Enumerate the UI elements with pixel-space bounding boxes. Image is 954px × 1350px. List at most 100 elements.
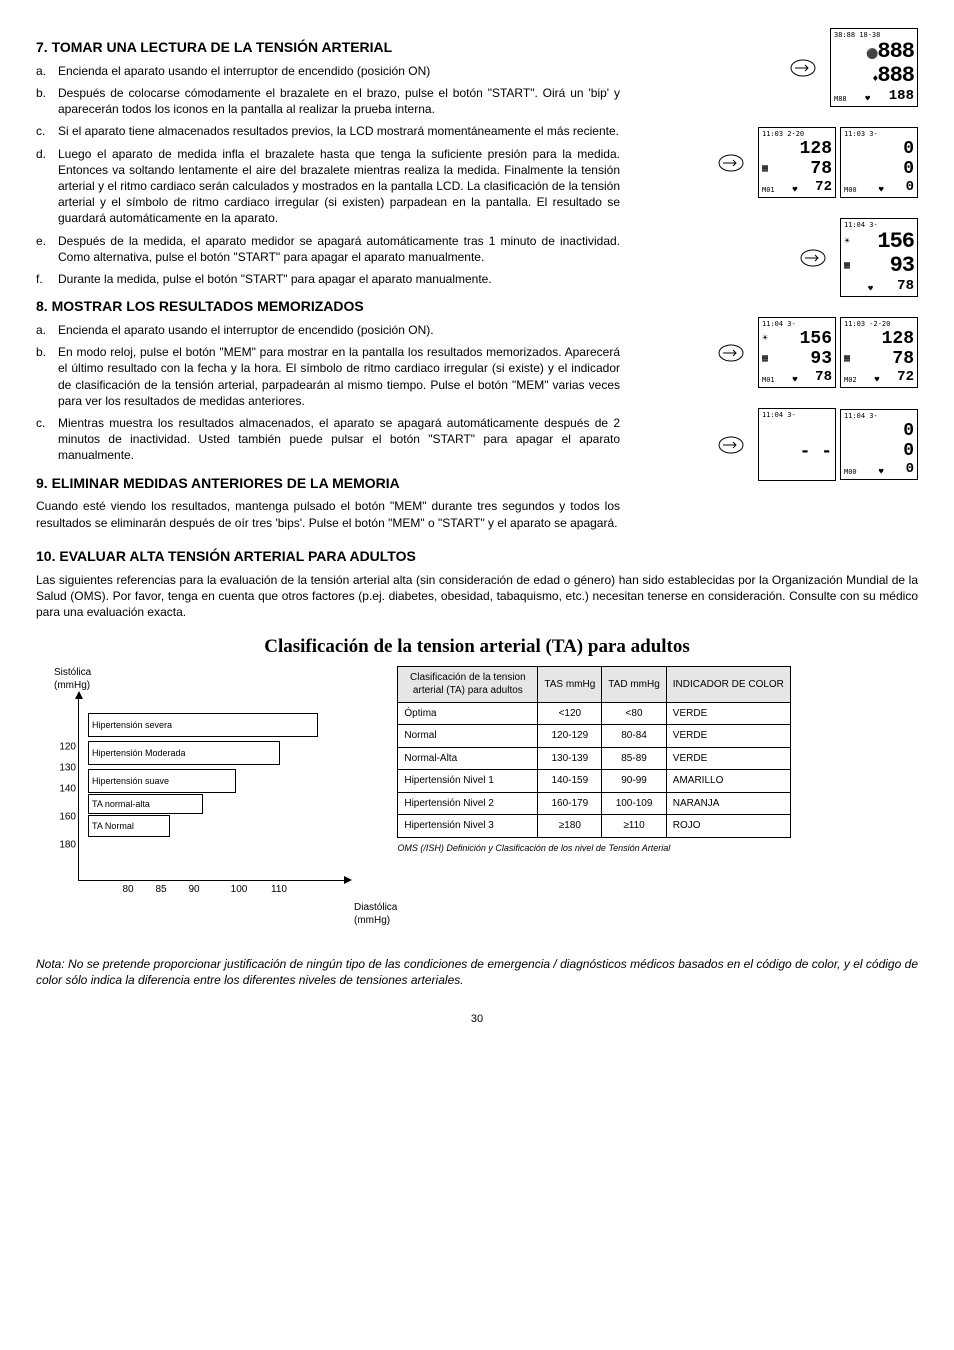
- list-letter: c.: [36, 123, 58, 139]
- lcd-pulse: 188: [889, 89, 914, 103]
- list-body: Después de colocarse cómodamente el braz…: [58, 85, 620, 117]
- x-tick-label: 85: [155, 883, 166, 897]
- pointing-finger-icon: [718, 153, 744, 173]
- lcd-time: 11:04 3-: [844, 413, 878, 420]
- table-cell: 120-129: [538, 725, 602, 748]
- x-tick-label: 110: [271, 883, 287, 897]
- lcd-screen-4b: 11:03 -2-20 128 ▦78 M02♥72: [840, 317, 918, 388]
- table-cell: VERDE: [666, 747, 790, 770]
- lcd-dia: 0: [844, 160, 914, 178]
- bp-table-wrap: Clasificación de la tension arterial (TA…: [397, 666, 791, 854]
- x-tick-label: 100: [231, 883, 248, 897]
- table-cell: 80-84: [602, 725, 666, 748]
- list-body: Luego el aparato de medida infla el braz…: [58, 146, 620, 227]
- section-10-title: 10. EVALUAR ALTA TENSIÓN ARTERIAL PARA A…: [36, 547, 918, 566]
- lcd-sys: 128: [762, 140, 832, 158]
- x-tick-label: 80: [122, 883, 133, 897]
- table-row: Normal120-12980-84VERDE: [398, 725, 791, 748]
- list-body: Si el aparato tiene almacenados resultad…: [58, 123, 620, 139]
- section-9-para: Cuando esté viendo los resultados, mante…: [36, 498, 620, 530]
- list-body: Encienda el aparato usando el interrupto…: [58, 63, 620, 79]
- table-header: Clasificación de la tension arterial (TA…: [398, 666, 538, 702]
- table-header: TAS mmHg: [538, 666, 602, 702]
- table-row: Hipertensión Nivel 1140-15990-99AMARILLO: [398, 770, 791, 793]
- chart-step-box: TA Normal: [88, 815, 170, 837]
- x-tick-label: 90: [188, 883, 199, 897]
- lcd-dia: 78: [770, 160, 832, 178]
- lcd-dia: 93: [770, 350, 832, 368]
- chart-step-box: Hipertensión severa: [88, 713, 318, 737]
- list-body: Encienda el aparato usando el interrupto…: [58, 322, 620, 338]
- lcd-dia: ♦888: [834, 65, 914, 87]
- list-letter: e.: [36, 233, 58, 265]
- y-tick-label: 130: [54, 762, 76, 776]
- nota-footer: Nota: No se pretende proporcionar justif…: [36, 956, 918, 988]
- lcd-dia: 78: [852, 350, 914, 368]
- sun-icon: ☀: [762, 334, 768, 344]
- lcd-pulse: 72: [897, 370, 914, 384]
- table-cell: Hipertensión Nivel 3: [398, 815, 538, 838]
- bp-classification-table: Clasificación de la tension arterial (TA…: [397, 666, 791, 838]
- section-10-para: Las siguientes referencias para la evalu…: [36, 572, 918, 621]
- chart-step-box: Hipertensión suave: [88, 769, 236, 793]
- chart-title: Clasificación de la tension arterial (TA…: [36, 634, 918, 660]
- section-9-title: 9. ELIMINAR MEDIDAS ANTERIORES DE LA MEM…: [36, 474, 620, 493]
- device-screen-group-2: 11:03 2-20 128 ▦78 M01♥72 11:03 3- 0 0 M…: [636, 127, 918, 198]
- list-letter: c.: [36, 415, 58, 464]
- lcd-sys: ⚫888: [834, 41, 914, 63]
- lcd-sys: 156: [852, 231, 914, 253]
- lcd-pulse: 72: [815, 180, 832, 194]
- table-cell: 160-179: [538, 792, 602, 815]
- list-letter: d.: [36, 146, 58, 227]
- lcd-mem: M02: [844, 377, 857, 384]
- bp-stair-chart: Sistólica (mmHg) Hipertensión severaHipe…: [36, 666, 397, 928]
- lcd-mem: M00: [844, 187, 857, 194]
- lcd-sys: 128: [844, 330, 914, 348]
- table-cell: NARANJA: [666, 792, 790, 815]
- lcd-dia: 0: [844, 442, 914, 460]
- table-header: TAD mmHg: [602, 666, 666, 702]
- chart-step-box: Hipertensión Moderada: [88, 741, 280, 765]
- y-tick-label: 120: [54, 741, 76, 755]
- table-cell: 90-99: [602, 770, 666, 793]
- table-cell: 140-159: [538, 770, 602, 793]
- table-row: Normal-Alta130-13985-89VERDE: [398, 747, 791, 770]
- lcd-screen-5b: 11:04 3- 0 0 M00♥0: [840, 409, 918, 480]
- list-body: Durante la medida, pulse el botón "START…: [58, 271, 620, 287]
- lcd-time: 11:03 2-20: [762, 131, 804, 138]
- table-cell: <120: [538, 702, 602, 725]
- lcd-dia: 93: [852, 255, 914, 277]
- list-letter: a.: [36, 322, 58, 338]
- table-cell: 130-139: [538, 747, 602, 770]
- lcd-time: 11:04 3-: [844, 222, 878, 229]
- classification-icon: ▦: [844, 354, 850, 364]
- list-body: Después de la medida, el aparato medidor…: [58, 233, 620, 265]
- classification-icon: ▦: [844, 261, 850, 271]
- list-body: Mientras muestra los resultados almacena…: [58, 415, 620, 464]
- pointing-finger-icon: [718, 343, 744, 363]
- table-cell: VERDE: [666, 702, 790, 725]
- lcd-mem: M01: [762, 187, 775, 194]
- lcd-dia: - -: [762, 443, 832, 461]
- table-cell: AMARILLO: [666, 770, 790, 793]
- table-cell: Hipertensión Nivel 2: [398, 792, 538, 815]
- y-tick-label: 180: [54, 839, 76, 853]
- table-cell: ≥110: [602, 815, 666, 838]
- classification-icon: ▦: [762, 164, 768, 174]
- lcd-time: 11:03 3-: [844, 131, 878, 138]
- y-axis-unit: (mmHg): [54, 680, 90, 691]
- sun-icon: ☀: [844, 237, 850, 247]
- table-cell: VERDE: [666, 725, 790, 748]
- table-cell: Normal-Alta: [398, 747, 538, 770]
- lcd-screen-3: 11:04 3- ☀156 ▦93 ♥78: [840, 218, 918, 297]
- lcd-time: 38:88 18-38: [834, 32, 880, 39]
- device-screen-group-1: 38:88 18-38 ⚫888 ♦888 M88♥188: [636, 28, 918, 107]
- x-axis-unit: (mmHg): [354, 915, 390, 926]
- section-8-title: 8. MOSTRAR LOS RESULTADOS MEMORIZADOS: [36, 297, 620, 316]
- lcd-sys: 156: [770, 330, 832, 348]
- lcd-pulse: 78: [897, 279, 914, 293]
- table-cell: ≥180: [538, 815, 602, 838]
- table-cell: 85-89: [602, 747, 666, 770]
- table-footnote: OMS (/ISH) Definición y Clasificación de…: [397, 842, 791, 854]
- pointing-finger-icon: [718, 435, 744, 455]
